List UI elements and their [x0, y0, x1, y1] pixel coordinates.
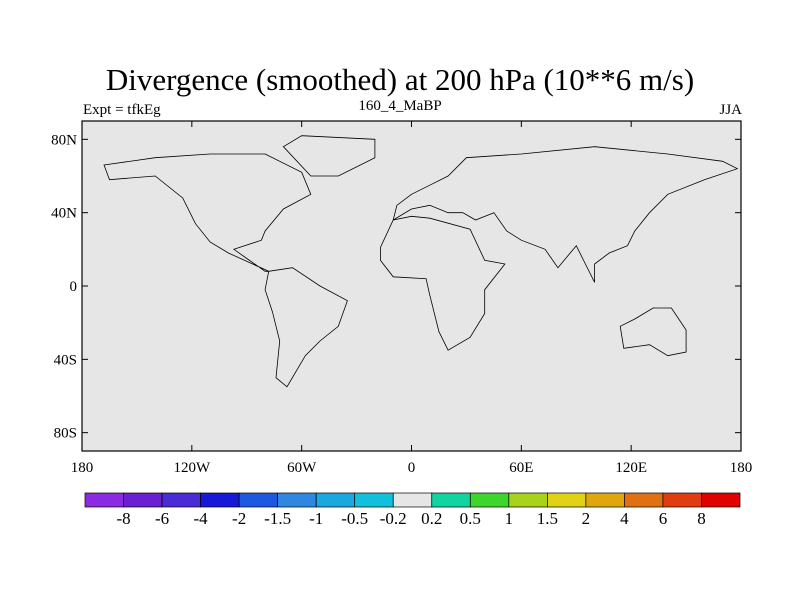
colorbar-swatch [354, 492, 394, 508]
colorbar-swatch [701, 492, 741, 508]
colorbar-label: 1 [505, 509, 514, 528]
x-tick-label: 180 [71, 460, 94, 476]
plot-area [81, 120, 742, 452]
colorbar-label: 6 [659, 509, 668, 528]
colorbar-swatch [200, 492, 240, 508]
y-tick-label: 40N [51, 206, 77, 222]
colorbar-swatch [624, 492, 664, 508]
y-axis: 80N 40N 0 40S 80S [51, 132, 741, 442]
coastline-path [264, 267, 348, 388]
colorbar-legend: -8 -6 -4 -2 -1.5 -1 -0.5 -0.2 0.2 0.5 1 1.5 2 4 6 8 [84, 492, 741, 528]
colorbar-label: -6 [155, 509, 169, 528]
y-tick-label: 40S [54, 352, 77, 368]
colorbar-label: -0.2 [380, 509, 407, 528]
x-axis: 180 120W 60W 0 60E 120E 180 [71, 121, 753, 476]
colorbar-label: 0.5 [460, 509, 481, 528]
colorbar-label: 8 [697, 509, 706, 528]
colorbar-swatch [123, 492, 163, 508]
coastline-path [282, 135, 376, 177]
colorbar-swatch [315, 492, 356, 508]
colorbar-label: -8 [116, 509, 130, 528]
colorbar-swatch [161, 492, 201, 508]
field-background [82, 121, 741, 451]
colorbar-label: 1.5 [537, 509, 558, 528]
y-tick-label: 80N [51, 132, 77, 148]
colorbar-label: -1 [309, 509, 323, 528]
colorbar-swatch [585, 492, 625, 508]
colorbar-swatch [277, 492, 317, 508]
x-tick-label: 180 [730, 460, 753, 476]
coastline-path [103, 153, 312, 272]
x-tick-label: 120W [173, 460, 211, 476]
colorbar-swatch [431, 492, 471, 508]
colorbar-label: 2 [582, 509, 591, 528]
colorbar-label: 0.2 [421, 509, 442, 528]
x-tick-label: 120E [615, 460, 647, 476]
colorbar-swatch [238, 492, 278, 508]
divergence-field [82, 121, 741, 451]
colorbar-swatch [662, 492, 702, 508]
colorbar-swatch [84, 492, 124, 508]
y-tick-label: 80S [54, 426, 77, 442]
colorbar-label: -1.5 [264, 509, 291, 528]
experiment-label: Expt = tfkEg [83, 102, 161, 118]
run-label: 160_4_MaBP [358, 98, 442, 114]
coastline-path [380, 215, 506, 351]
colorbar-label: -4 [194, 509, 209, 528]
colorbar-swatch [508, 492, 548, 508]
colorbar-label: -0.5 [341, 509, 368, 528]
coastline-outline [103, 135, 739, 388]
coastline-path [392, 146, 739, 283]
x-tick-label: 60E [509, 460, 533, 476]
x-tick-label: 60W [287, 460, 317, 476]
colorbar-swatch [469, 492, 510, 508]
colorbar-swatch [392, 492, 433, 508]
colorbar-label: -2 [232, 509, 246, 528]
colorbar-swatch [547, 492, 587, 508]
season-label: JJA [719, 102, 742, 118]
x-tick-label: 0 [408, 460, 416, 476]
y-tick-label: 0 [70, 279, 78, 295]
coastline-path [619, 307, 687, 357]
colorbar-label: 4 [620, 509, 629, 528]
chart-title: Divergence (smoothed) at 200 hPa (10**6 … [105, 62, 695, 97]
